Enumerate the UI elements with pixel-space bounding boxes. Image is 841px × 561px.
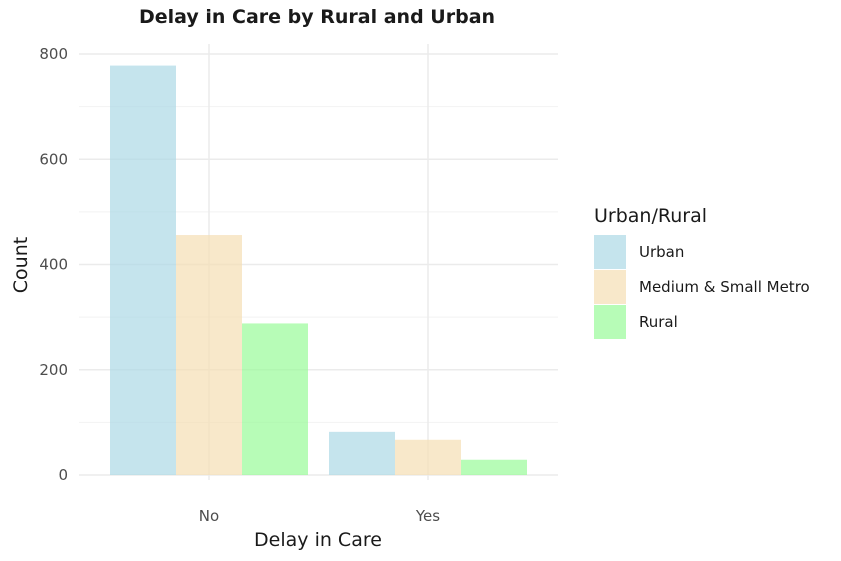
x-tick-label: Yes — [415, 507, 440, 525]
x-axis-ticks: No Yes — [199, 507, 440, 525]
y-axis-ticks: 0 200 400 600 800 — [39, 45, 68, 484]
bar-yes-urban — [329, 431, 395, 475]
legend: Urban/Rural Urban Medium & Small Metro Rur… — [594, 205, 810, 339]
y-tick-label: 0 — [58, 466, 68, 484]
x-tick-label: No — [199, 507, 219, 525]
legend-key — [594, 235, 626, 269]
legend-key — [594, 270, 626, 304]
legend-label: Urban — [639, 243, 684, 261]
y-axis-title: Count — [10, 237, 32, 293]
bars — [110, 65, 527, 475]
chart-title: Delay in Care by Rural and Urban — [139, 6, 495, 28]
bar-no-rural — [242, 323, 308, 475]
x-axis-title: Delay in Care — [254, 529, 382, 551]
legend-key — [594, 305, 626, 339]
bar-yes-medium-small-metro — [395, 439, 461, 475]
y-tick-label: 800 — [39, 45, 68, 63]
y-tick-label: 200 — [39, 361, 68, 379]
bar-yes-rural — [461, 459, 527, 475]
legend-label: Rural — [639, 313, 678, 331]
legend-label: Medium & Small Metro — [639, 278, 810, 296]
y-tick-label: 600 — [39, 150, 68, 168]
legend-title: Urban/Rural — [594, 205, 707, 227]
bar-no-urban — [110, 65, 176, 475]
bar-no-medium-small-metro — [176, 235, 242, 475]
y-tick-label: 400 — [39, 256, 68, 274]
